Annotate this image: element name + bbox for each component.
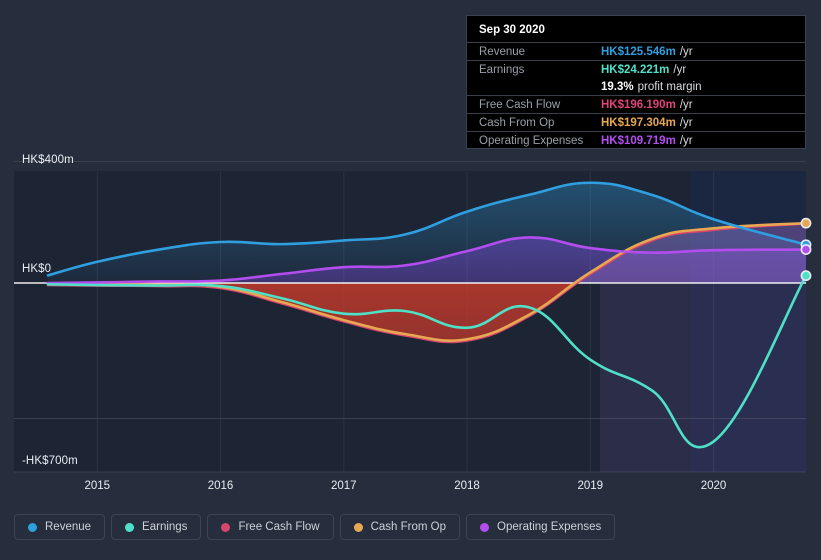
tooltip-row-cash-from-op: Cash From Op HK$197.304m/yr [467, 113, 805, 131]
chart-canvas[interactable] [0, 0, 821, 505]
opex-negative-tint-group [600, 283, 806, 472]
tooltip-row-label: Cash From Op [479, 116, 555, 129]
legend-color-dot-icon [480, 522, 490, 532]
legend-item-label: Operating Expenses [497, 521, 602, 533]
cashflow-positive-area [48, 223, 806, 283]
tooltip-row-label: Earnings [479, 63, 525, 76]
x-axis-tick-2018: 2018 [454, 480, 480, 492]
tooltip-row-unit: /yr [679, 98, 693, 111]
endpoint-marker-operating-expenses[interactable] [800, 244, 812, 255]
tooltip-row-value: HK$24.221m/yr [601, 63, 687, 76]
tooltip-row-free-cash-flow: Free Cash Flow HK$196.190m/yr [467, 95, 805, 113]
tooltip-date: Sep 30 2020 [479, 24, 545, 36]
tooltip-row-label: Operating Expenses [479, 134, 584, 147]
tooltip-row-value: HK$196.190m/yr [601, 98, 693, 111]
legend-item-operating-expenses[interactable]: Operating Expenses [466, 514, 616, 540]
series-line-revenue[interactable] [46, 181, 808, 277]
tooltip-row-value: HK$125.546m/yr [601, 45, 693, 58]
cashflow-positive-area-group [48, 223, 806, 283]
profit-margin-label: profit margin [637, 80, 702, 93]
legend-color-dot-icon [353, 522, 363, 532]
tooltip-row-value: HK$197.304m/yr [601, 116, 693, 129]
tooltip-row-operating-expenses: Operating Expenses HK$109.719m/yr [467, 131, 805, 149]
tooltip-row-label: Free Cash Flow [479, 98, 561, 111]
endpoint-marker-cash-from-op[interactable] [800, 217, 812, 229]
legend-item-free-cash-flow[interactable]: Free Cash Flow [207, 514, 334, 540]
opex-area [48, 237, 806, 283]
cash-from-op-negative-area [48, 283, 806, 341]
legend-item-label: Earnings [142, 521, 188, 533]
y-axis-label-min: -HK$700m [22, 455, 78, 467]
legend-color-dot-icon [125, 522, 135, 532]
tooltip-row-value: HK$109.719m/yr [601, 134, 693, 147]
x-axis-tick-2017: 2017 [331, 480, 357, 492]
legend-item-earnings[interactable]: Earnings [111, 514, 202, 540]
tooltip-row-revenue: Revenue HK$125.546m/yr [467, 42, 805, 60]
legend-item-label: Free Cash Flow [238, 521, 320, 533]
negative-area-group [48, 283, 806, 343]
legend-item-revenue[interactable]: Revenue [14, 514, 106, 540]
tooltip-row-label: Revenue [479, 45, 526, 58]
endpoint-marker-earnings[interactable] [800, 270, 812, 282]
tooltip-row-unit: /yr [673, 63, 687, 76]
tooltip-row-earnings: Earnings HK$24.221m/yr [467, 60, 805, 78]
legend-item-label: Cash From Op [370, 521, 447, 533]
opex-area-group [48, 237, 806, 283]
legend-color-dot-icon [221, 522, 231, 532]
legend-item-label: Revenue [45, 521, 92, 533]
x-axis-tick-2016: 2016 [207, 480, 234, 492]
financial-chart[interactable] [0, 0, 821, 505]
chart-tooltip: Sep 30 2020 Revenue HK$125.546m/yr Earning… [466, 15, 806, 149]
recent-negative-tint [600, 283, 806, 472]
tooltip-row-unit: /yr [679, 134, 693, 147]
x-axis-tick-2020: 2020 [700, 480, 727, 492]
chart-legend[interactable]: Revenue Earnings Free Cash Flow Cash From O… [14, 514, 616, 540]
x-axis-tick-2019: 2019 [577, 480, 604, 492]
legend-color-dot-icon [28, 522, 37, 532]
series-line-operating-expenses[interactable] [46, 236, 808, 285]
tooltip-row-unit: /yr [679, 116, 693, 129]
tooltip-row-profit-margin: 19.3% profit margin [467, 78, 805, 95]
profit-margin-value: 19.3% profit margin [601, 80, 702, 93]
legend-item-cash-from-op[interactable]: Cash From Op [339, 514, 461, 540]
series-line-earnings[interactable] [46, 274, 808, 449]
x-axis-tick-2015: 2015 [84, 480, 111, 492]
tooltip-rows: Revenue HK$125.546m/yr Earnings HK$24.221m /… [467, 42, 805, 149]
y-axis-label-zero: HK$0 [22, 263, 52, 275]
tooltip-row-unit: /yr [679, 45, 693, 58]
y-axis-label-max: HK$400m [22, 154, 74, 166]
